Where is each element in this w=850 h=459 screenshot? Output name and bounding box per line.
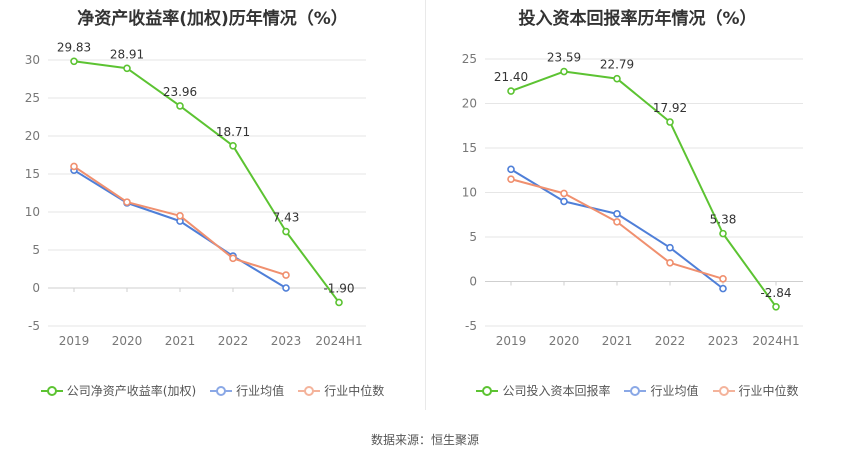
- y-tick-label: 15: [25, 167, 40, 181]
- legend-swatch-orange: [712, 385, 735, 397]
- data-point: [560, 67, 568, 76]
- data-point: [70, 162, 78, 171]
- data-point: [772, 302, 780, 311]
- data-point: [507, 87, 515, 95]
- y-tick-label: -5: [465, 319, 477, 333]
- legend-item-company-roe[interactable]: 公司净资产收益率(加权): [40, 382, 197, 399]
- x-tick-label: 2023: [271, 334, 302, 348]
- y-tick-label: 30: [25, 53, 40, 67]
- chart-title: 投入资本回报率历年情况（%）: [518, 9, 757, 29]
- y-tick-label: 15: [462, 141, 477, 155]
- legend-item-industry-mean[interactable]: 行业均值: [624, 382, 699, 399]
- x-tick-label: 2024H1: [752, 334, 799, 348]
- roe-chart-panel: 净资产收益率(加权)历年情况（%） -5 0 5 10 15 20 25 30 2019 2020…: [0, 0, 425, 420]
- chart-legend: 公司净资产收益率(加权) 行业均值 行业中位数: [0, 382, 425, 399]
- data-point: [507, 165, 515, 174]
- y-tick-label: 0: [32, 281, 40, 295]
- chart-title: 净资产收益率(加权)历年情况（%）: [77, 9, 348, 29]
- x-tick-label: 2024H1: [315, 334, 362, 348]
- y-tick-label: 25: [462, 52, 477, 66]
- x-tick-label: 2021: [165, 334, 196, 348]
- data-label: 28.91: [110, 47, 144, 61]
- data-point: [282, 284, 290, 292]
- data-point: [560, 197, 568, 206]
- data-point: [70, 57, 78, 66]
- data-point: [560, 189, 568, 198]
- x-tick-label: 2022: [218, 334, 249, 348]
- y-tick-label: 5: [469, 230, 477, 244]
- legend-label: 公司投入资本回报率: [502, 384, 611, 398]
- data-point: [176, 212, 184, 220]
- y-tick-label: 25: [25, 91, 40, 105]
- roe-line-chart: -5 0 5 10 15 20 25 30 2019 2020 2021 2022 2023 2024H1…: [25, 40, 366, 348]
- legend-label: 行业均值: [650, 384, 699, 398]
- data-point: [666, 259, 674, 267]
- data-label: 7.43: [273, 211, 300, 225]
- data-label: 18.71: [216, 125, 250, 139]
- data-point: [719, 229, 727, 238]
- data-point: [666, 243, 674, 252]
- x-tick-label: 2019: [59, 334, 90, 348]
- legend-swatch-green: [40, 385, 63, 397]
- data-point: [229, 142, 237, 150]
- data-label: 22.79: [600, 58, 634, 72]
- y-tick-label: 0: [469, 275, 477, 289]
- legend-label: 行业中位数: [738, 384, 799, 398]
- data-label: 17.92: [653, 101, 687, 115]
- y-tick-label: 5: [32, 243, 40, 257]
- legend-label: 公司净资产收益率(加权): [66, 384, 197, 398]
- data-point: [613, 218, 621, 226]
- data-label: 5.38: [710, 213, 737, 227]
- data-label: -1.90: [323, 281, 354, 295]
- data-point: [176, 102, 184, 110]
- y-tick-label: 20: [462, 97, 477, 111]
- legend-label: 行业中位数: [324, 384, 385, 398]
- legend-item-company-roic[interactable]: 公司投入资本回报率: [476, 382, 610, 399]
- legend-swatch-blue: [210, 385, 233, 397]
- legend-item-industry-median[interactable]: 行业中位数: [298, 382, 384, 399]
- data-point: [719, 284, 727, 293]
- panel-divider: [425, 0, 426, 410]
- x-tick-label: 2020: [549, 334, 580, 348]
- data-point: [335, 298, 343, 307]
- roic-chart-panel: 投入资本回报率历年情况（%） -5 0 5 10 15 20 25 2019 2020 2021 2…: [425, 0, 850, 420]
- data-label: 23.96: [163, 85, 197, 99]
- y-tick-label: 20: [25, 129, 40, 143]
- legend-item-industry-mean[interactable]: 行业均值: [210, 382, 284, 399]
- data-point: [719, 275, 727, 283]
- data-point: [123, 198, 131, 206]
- legend-swatch-blue: [624, 385, 647, 397]
- x-tick-label: 2020: [112, 334, 143, 348]
- legend-swatch-orange: [298, 385, 321, 397]
- data-source-note: 数据来源：恒生聚源: [370, 433, 479, 447]
- roic-line-chart: -5 0 5 10 15 20 25 2019 2020 2021 2022 2023 2024H1 21…: [462, 51, 803, 348]
- data-point: [507, 175, 515, 183]
- data-label: 29.83: [57, 40, 91, 54]
- legend-label: 行业均值: [236, 384, 285, 398]
- data-label: -2.84: [760, 286, 791, 300]
- data-point: [282, 227, 290, 236]
- y-tick-label: -5: [28, 319, 40, 333]
- data-point: [666, 118, 674, 126]
- y-tick-label: 10: [462, 186, 477, 200]
- series-line: [510, 70, 777, 308]
- chart-legend: 公司投入资本回报率 行业均值 行业中位数: [425, 382, 850, 399]
- x-tick-label: 2019: [496, 334, 527, 348]
- series-line: [73, 60, 340, 304]
- data-point: [282, 271, 290, 279]
- data-label: 23.59: [547, 51, 581, 65]
- x-tick-label: 2023: [708, 334, 739, 348]
- legend-swatch-green: [476, 385, 499, 397]
- x-tick-label: 2021: [602, 334, 633, 348]
- y-tick-label: 10: [25, 205, 40, 219]
- data-point: [613, 74, 621, 83]
- data-point: [229, 254, 237, 263]
- data-point: [613, 210, 621, 218]
- x-tick-label: 2022: [655, 334, 686, 348]
- data-label: 21.40: [494, 70, 528, 84]
- legend-item-industry-median[interactable]: 行业中位数: [712, 382, 799, 399]
- data-point: [123, 64, 131, 73]
